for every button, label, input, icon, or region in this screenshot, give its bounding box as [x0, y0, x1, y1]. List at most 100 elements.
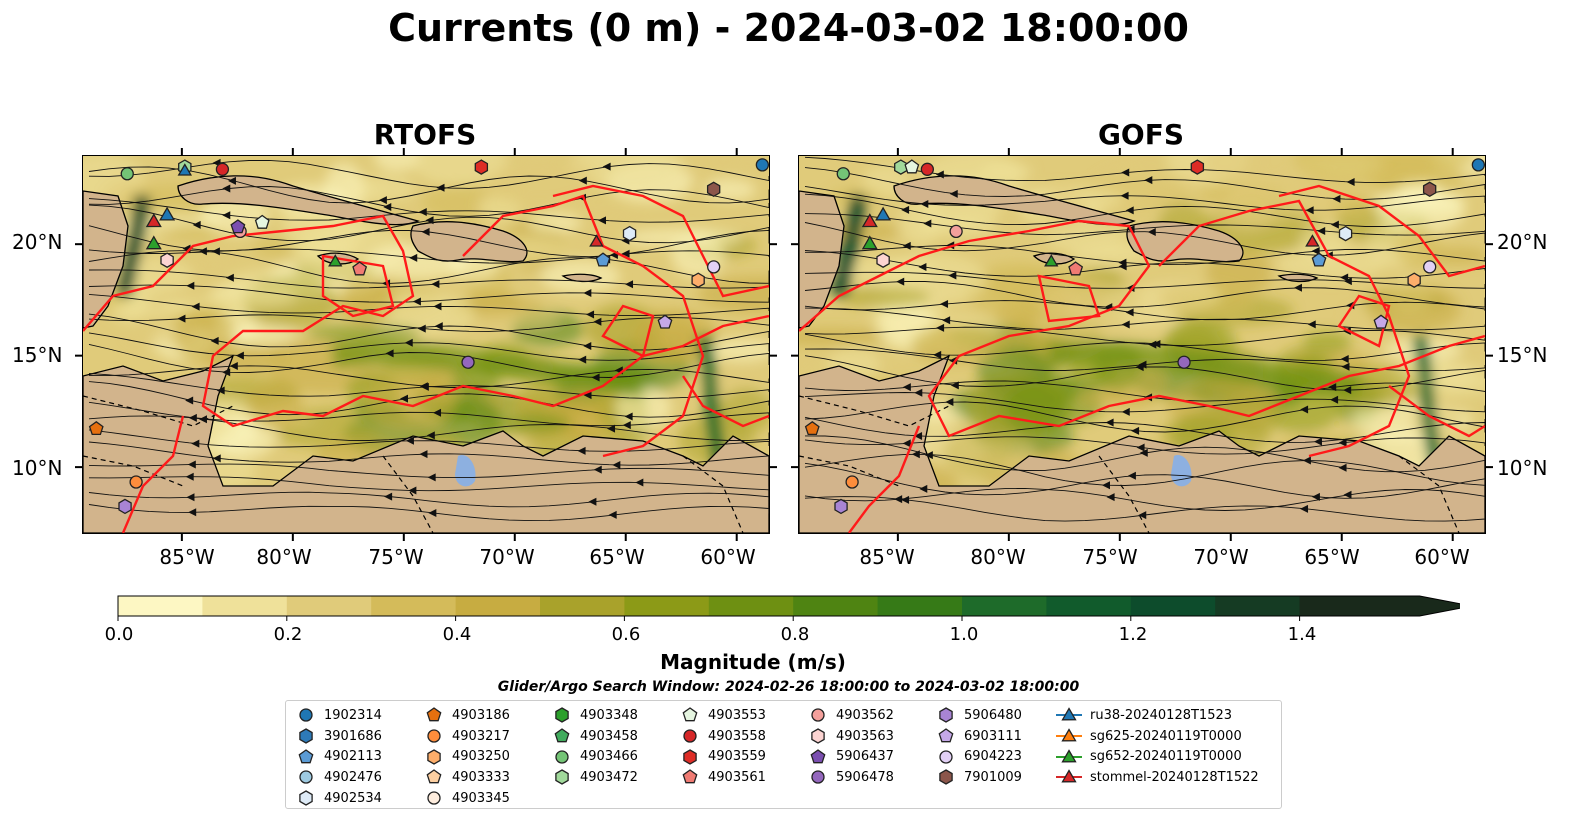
float-marker[interactable] — [706, 181, 721, 198]
float-marker[interactable] — [707, 260, 721, 274]
glider-marker[interactable] — [861, 213, 878, 228]
colorbar-segment — [793, 596, 879, 616]
legend-item[interactable]: 6903111 — [936, 726, 1022, 747]
legend-item[interactable]: sg652-20240119T0000 — [1056, 746, 1259, 767]
float-marker[interactable] — [474, 159, 489, 175]
float-marker[interactable] — [88, 420, 104, 436]
legend-item[interactable]: 4903217 — [424, 726, 510, 747]
float-marker[interactable] — [1044, 254, 1059, 267]
colorbar — [117, 595, 1460, 621]
circle-marker-icon — [299, 770, 313, 785]
legend-item[interactable]: 4903472 — [552, 767, 638, 788]
float-marker[interactable] — [1373, 314, 1389, 329]
trajectory-lines — [83, 184, 769, 533]
float-marker[interactable] — [160, 252, 174, 268]
legend-item[interactable]: 4903348 — [552, 705, 638, 726]
legend-item[interactable]: 4902534 — [296, 788, 382, 809]
colorbar-segment — [540, 596, 625, 616]
legend-item[interactable]: 5906437 — [808, 746, 894, 767]
float-marker[interactable] — [1338, 225, 1353, 242]
float-marker[interactable] — [595, 252, 611, 267]
circle-marker-icon — [427, 729, 441, 743]
float-marker[interactable] — [836, 167, 850, 181]
float-marker[interactable] — [920, 162, 934, 176]
float-marker[interactable] — [949, 224, 963, 239]
float-marker[interactable] — [328, 254, 343, 267]
legend-label: 4903466 — [580, 749, 638, 765]
legend-item[interactable]: 4903553 — [680, 705, 766, 726]
legend-item[interactable]: 1902314 — [296, 705, 382, 726]
float-marker[interactable] — [1190, 159, 1205, 175]
float-marker[interactable] — [1177, 355, 1191, 369]
legend-item[interactable]: ru38-20240128T1523 — [1056, 705, 1259, 726]
glider-marker[interactable] — [145, 213, 162, 228]
float-marker[interactable] — [876, 252, 890, 268]
legend-item[interactable]: 5906478 — [808, 767, 894, 788]
float-marker[interactable] — [1311, 252, 1327, 267]
float-marker[interactable] — [804, 420, 820, 436]
legend-item[interactable]: 7901009 — [936, 767, 1022, 788]
float-marker[interactable] — [230, 219, 246, 234]
float-marker[interactable] — [461, 355, 475, 369]
legend-item[interactable]: 4903458 — [552, 726, 638, 747]
legend-item[interactable]: 3901686 — [296, 726, 382, 747]
float-marker[interactable] — [904, 159, 920, 174]
float-marker[interactable] — [177, 163, 193, 176]
colorbar-tick-label: 1.2 — [1118, 624, 1148, 645]
legend-item[interactable]: 4903466 — [552, 746, 638, 767]
float-marker[interactable] — [1471, 158, 1485, 172]
y-tick-label: 15°N — [1497, 343, 1548, 367]
legend-item[interactable]: 4903563 — [808, 726, 894, 747]
float-marker[interactable] — [755, 158, 769, 172]
legend-item[interactable]: 4903186 — [424, 705, 510, 726]
colorbar-segment — [202, 596, 288, 616]
float-marker[interactable] — [1407, 272, 1421, 288]
legend-label: ru38-20240128T1523 — [1090, 707, 1233, 723]
float-marker[interactable] — [215, 162, 230, 176]
legend-item[interactable]: 4903561 — [680, 767, 766, 788]
float-marker[interactable] — [834, 498, 848, 515]
legend-item[interactable]: stommel-20240128T1522 — [1056, 767, 1259, 788]
hexagon-marker-icon — [555, 707, 569, 724]
glider-marker[interactable] — [159, 206, 176, 221]
trajectory-lines — [799, 184, 1485, 533]
float-marker[interactable] — [118, 498, 132, 515]
float-marker[interactable] — [622, 225, 637, 242]
hexagon-marker-icon — [299, 728, 313, 744]
y-tick-label: 20°N — [1497, 230, 1548, 254]
float-marker[interactable] — [1422, 181, 1437, 198]
legend-item[interactable]: 4903345 — [424, 788, 510, 809]
triangle-line-marker-icon — [1056, 728, 1082, 742]
legend-item[interactable]: 4903250 — [424, 746, 510, 767]
float-marker[interactable] — [1068, 261, 1084, 276]
float-marker[interactable] — [254, 214, 270, 229]
float-marker[interactable] — [1305, 234, 1320, 247]
float-marker[interactable] — [1423, 260, 1437, 274]
legend-label: 4903348 — [580, 707, 638, 723]
legend-item[interactable]: 4903562 — [808, 705, 894, 726]
glider-marker[interactable] — [875, 206, 892, 221]
glider-marker[interactable] — [861, 235, 878, 250]
legend-item[interactable]: 4903559 — [680, 746, 766, 767]
float-marker[interactable] — [589, 234, 604, 247]
float-marker[interactable] — [657, 314, 673, 329]
legend-item[interactable]: 4903558 — [680, 726, 766, 747]
legend-item[interactable]: 4902476 — [296, 767, 382, 788]
legend-item[interactable]: 6904223 — [936, 746, 1022, 767]
map-rtofs[interactable] — [82, 155, 770, 534]
glider-marker[interactable] — [145, 235, 162, 250]
map-gofs[interactable] — [798, 155, 1486, 534]
legend-item[interactable]: sg625-20240119T0000 — [1056, 726, 1259, 747]
legend-item[interactable]: 4902113 — [296, 746, 382, 767]
float-marker[interactable] — [352, 261, 368, 276]
float-marker[interactable] — [691, 272, 705, 288]
legend-item[interactable]: 4903333 — [424, 767, 510, 788]
legend-item[interactable]: 5906480 — [936, 705, 1022, 726]
legend-label: 4903250 — [452, 749, 510, 765]
float-marker[interactable] — [129, 475, 143, 489]
pentagon-marker-icon — [298, 748, 314, 764]
float-marker[interactable] — [120, 167, 134, 181]
float-marker[interactable] — [845, 475, 859, 489]
pentagon-marker-icon — [554, 728, 570, 743]
